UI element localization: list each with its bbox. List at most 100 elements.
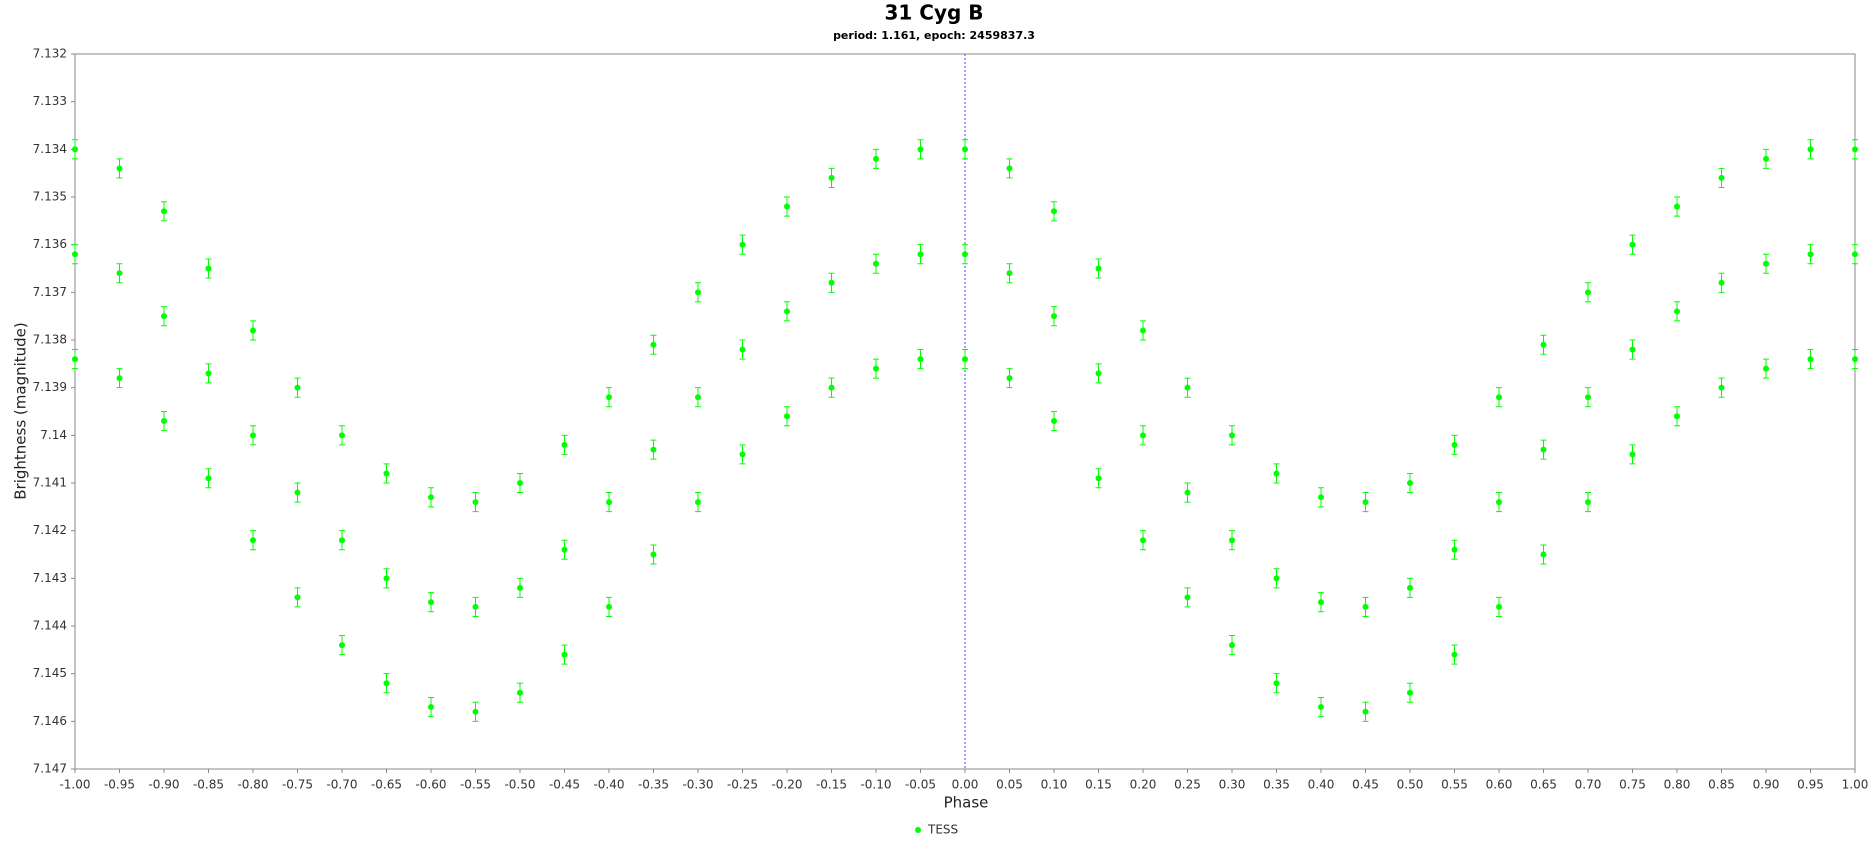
point: [1718, 384, 1725, 391]
y-tick-label: 7.133: [33, 94, 67, 108]
point: [873, 155, 879, 162]
point: [250, 432, 256, 439]
x-tick-label: -0.65: [371, 778, 402, 792]
point: [1273, 680, 1280, 687]
point: [1051, 208, 1057, 215]
point: [1273, 575, 1280, 582]
x-tick-label: 0.55: [1441, 778, 1468, 792]
x-tick-label: -0.70: [326, 778, 357, 792]
x-tick-label: -0.25: [727, 778, 758, 792]
point: [606, 603, 612, 610]
point: [1629, 241, 1636, 248]
point: [561, 441, 568, 448]
point: [1095, 265, 1102, 272]
y-tick-label: 7.139: [33, 380, 67, 394]
point: [1140, 432, 1146, 439]
y-tick-label: 7.146: [33, 714, 67, 728]
point: [561, 651, 568, 658]
x-tick-label: -0.80: [237, 778, 268, 792]
point: [739, 346, 746, 353]
point: [1051, 418, 1057, 425]
x-tick-label: -0.90: [148, 778, 179, 792]
legend-marker: [915, 827, 921, 833]
point: [1362, 708, 1369, 715]
x-tick-label: 0.60: [1486, 778, 1513, 792]
point: [1807, 146, 1814, 153]
point: [1184, 594, 1191, 601]
y-tick-label: 7.135: [33, 190, 67, 204]
point: [428, 494, 434, 501]
point: [784, 203, 790, 210]
y-tick-label: 7.145: [33, 666, 67, 680]
point: [1229, 642, 1235, 649]
point: [1140, 537, 1146, 544]
point: [1451, 546, 1458, 553]
x-tick-label: 0.80: [1664, 778, 1691, 792]
point: [1407, 480, 1413, 486]
x-tick-label: -0.30: [682, 778, 713, 792]
point: [383, 470, 390, 477]
point: [472, 603, 479, 610]
point: [428, 599, 434, 606]
x-tick-label: -0.85: [193, 778, 224, 792]
point: [1852, 146, 1858, 153]
point: [1674, 308, 1680, 315]
point: [517, 584, 523, 591]
point: [205, 370, 212, 377]
point: [1407, 584, 1413, 591]
y-tick-label: 7.14: [40, 428, 67, 442]
point: [250, 327, 256, 334]
x-tick-label: 0.15: [1085, 778, 1112, 792]
point: [917, 356, 924, 363]
point: [1852, 356, 1858, 363]
point: [1763, 260, 1769, 267]
point: [116, 375, 123, 382]
point: [294, 594, 301, 601]
point: [1095, 370, 1102, 377]
point: [784, 308, 790, 315]
point: [784, 413, 790, 420]
x-tick-label: -0.45: [549, 778, 580, 792]
point: [873, 260, 879, 267]
point: [383, 575, 390, 582]
point: [72, 146, 78, 153]
point: [1718, 174, 1725, 181]
point: [650, 446, 657, 453]
point: [1718, 279, 1725, 286]
point: [339, 537, 345, 544]
x-tick-label: 0.75: [1619, 778, 1646, 792]
y-tick-label: 7.134: [33, 142, 67, 156]
y-tick-label: 7.147: [33, 762, 67, 776]
x-tick-label: -0.10: [860, 778, 891, 792]
point: [739, 241, 746, 248]
x-tick-label: 0.50: [1397, 778, 1424, 792]
point: [1496, 499, 1502, 506]
point: [828, 279, 835, 286]
y-tick-label: 7.132: [33, 47, 67, 61]
point: [1540, 551, 1547, 558]
x-tick-label: -0.35: [638, 778, 669, 792]
point: [1006, 165, 1013, 172]
x-tick-label: 0.45: [1352, 778, 1379, 792]
point: [1807, 356, 1814, 363]
point: [1006, 375, 1013, 382]
x-tick-label: 0.20: [1130, 778, 1157, 792]
chart-subtitle: period: 1.161, epoch: 2459837.3: [833, 29, 1035, 42]
x-tick-label: 0.90: [1753, 778, 1780, 792]
x-tick-label: 0.35: [1263, 778, 1290, 792]
point: [606, 394, 612, 401]
x-tick-label: -0.15: [816, 778, 847, 792]
point: [116, 165, 123, 172]
x-tick-label: 0.00: [952, 778, 979, 792]
point: [1763, 365, 1769, 372]
point: [1362, 499, 1369, 506]
point: [1184, 384, 1191, 391]
point: [962, 251, 968, 258]
x-axis-label: Phase: [944, 794, 989, 812]
point: [1318, 494, 1324, 501]
point: [962, 146, 968, 153]
point: [294, 489, 301, 496]
x-tick-label: 0.25: [1174, 778, 1201, 792]
x-tick-label: -0.55: [460, 778, 491, 792]
